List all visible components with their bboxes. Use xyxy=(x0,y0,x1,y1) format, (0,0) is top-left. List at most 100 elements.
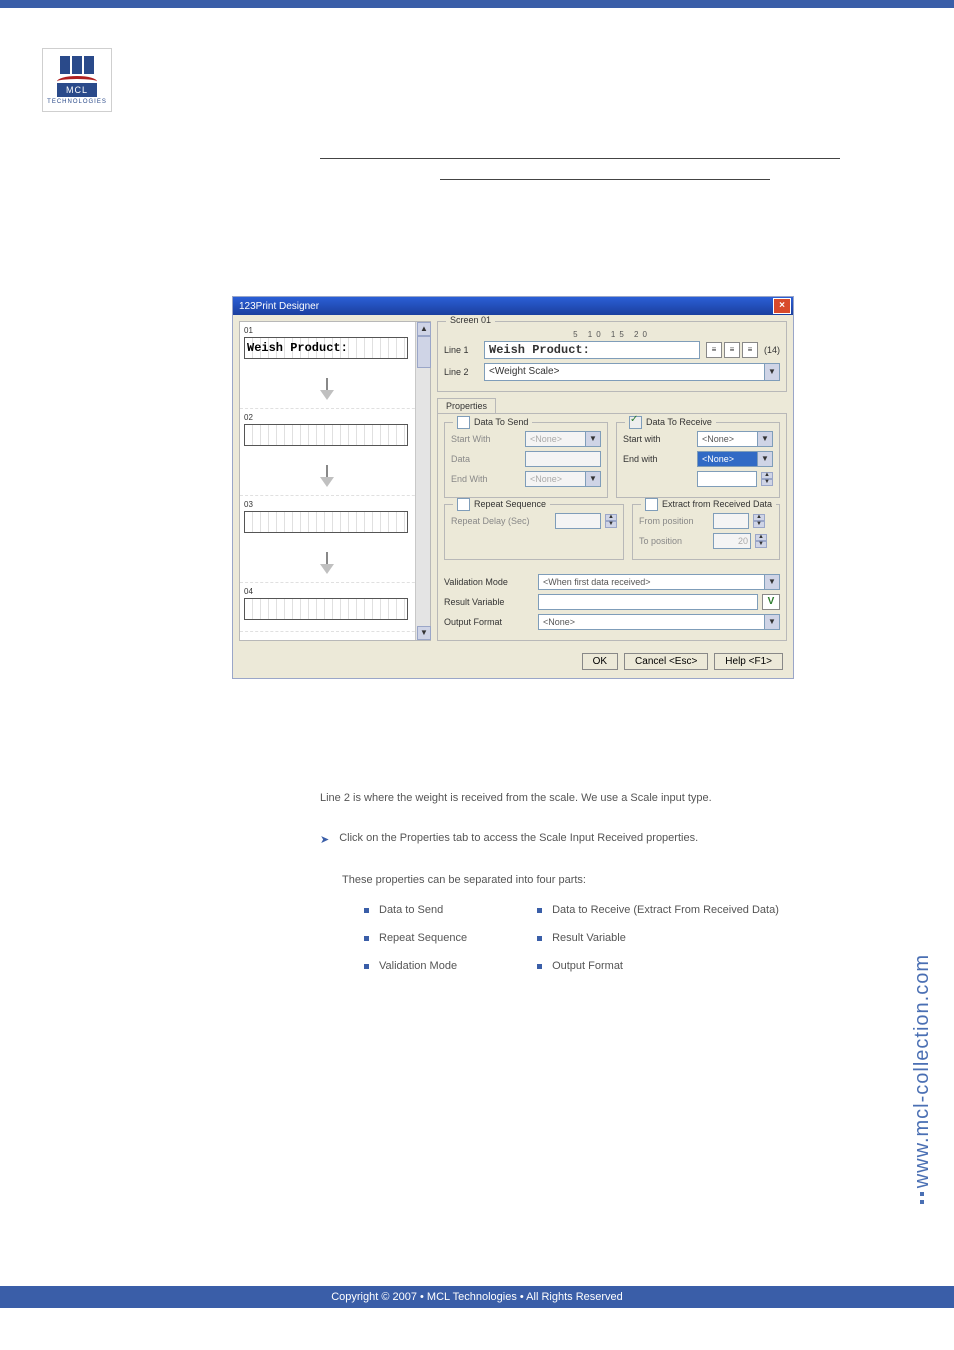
align-center-icon[interactable]: ≡ xyxy=(724,342,740,358)
screen-preview-text xyxy=(244,424,408,446)
side-url-text: www.mcl-collection.com xyxy=(911,954,934,1188)
divider-line-1 xyxy=(320,158,840,159)
from-pos-spinner: ▲▼ xyxy=(753,514,765,528)
scroll-thumb[interactable] xyxy=(417,336,431,368)
repeat-checkbox[interactable] xyxy=(457,498,470,511)
bullet-columns: Data to Send Repeat Sequence Validation … xyxy=(364,904,850,988)
window-titlebar: 123Print Designer × xyxy=(233,297,793,315)
close-icon[interactable]: × xyxy=(773,298,791,314)
align-right-icon[interactable]: ≡ xyxy=(742,342,758,358)
chevron-down-icon: ▼ xyxy=(764,575,779,589)
recv-end-label: End with xyxy=(623,454,693,464)
bullet-label: Data to Send xyxy=(379,904,443,916)
repeat-delay-input xyxy=(555,513,601,529)
validation-mode-dropdown[interactable]: <When first data received>▼ xyxy=(538,574,780,590)
send-start-dropdown: <None>▼ xyxy=(525,431,601,447)
extract-title: Extract from Received Data xyxy=(641,498,776,511)
body-text-2a: Click on the Properties tab to access th… xyxy=(339,832,698,844)
recv-extra-input[interactable] xyxy=(697,471,757,487)
from-pos-label: From position xyxy=(639,516,709,526)
recv-end-dropdown[interactable]: <None>▼ xyxy=(697,451,773,467)
logo-bars xyxy=(60,56,94,74)
to-pos-spinner: ▲▼ xyxy=(755,534,767,548)
recv-title: Data To Receive xyxy=(625,416,716,429)
scroll-up-icon[interactable]: ▲ xyxy=(417,322,431,336)
tab-properties[interactable]: Properties xyxy=(437,398,496,413)
flow-arrow-icon xyxy=(320,465,334,489)
to-pos-label: To position xyxy=(639,536,709,546)
recv-spinner[interactable]: ▲▼ xyxy=(761,472,773,486)
send-receive-row: Data To Send Start With<None>▼ Data End … xyxy=(444,422,780,504)
align-icons: ≡ ≡ ≡ (14) xyxy=(706,342,780,358)
recv-start-dropdown[interactable]: <None>▼ xyxy=(697,431,773,447)
output-format-label: Output Format xyxy=(444,617,534,627)
screens-list: 01 Weish Product: 02 03 xyxy=(239,321,431,641)
logo-sub-text: TECHNOLOGIES xyxy=(47,99,107,105)
screen-block-03[interactable]: 03 xyxy=(240,496,430,583)
screen-number: 03 xyxy=(244,500,412,509)
flow-arrow-icon xyxy=(320,552,334,576)
mcl-logo: MCL TECHNOLOGIES xyxy=(42,48,112,112)
extract-group: Extract from Received Data From position… xyxy=(632,504,780,560)
char-count: (14) xyxy=(764,345,780,355)
result-variable-input[interactable] xyxy=(538,594,758,610)
scroll-down-icon[interactable]: ▼ xyxy=(417,626,431,640)
screen-group: Screen 01 5 10 15 20 Line 1 Weish Produc… xyxy=(437,321,787,392)
screen-number: 01 xyxy=(244,326,412,335)
bullet-icon xyxy=(364,908,369,913)
chevron-down-icon: ▼ xyxy=(585,432,600,446)
output-format-dropdown[interactable]: <None>▼ xyxy=(538,614,780,630)
repeat-extract-row: Repeat Sequence Repeat Delay (Sec)▲▼ Ext… xyxy=(444,504,780,566)
screen-block-04[interactable]: 04 xyxy=(240,583,430,632)
data-to-send-group: Data To Send Start With<None>▼ Data End … xyxy=(444,422,608,498)
repeat-delay-label: Repeat Delay (Sec) xyxy=(451,516,551,526)
cancel-button[interactable]: Cancel <Esc> xyxy=(624,653,708,670)
bullet-icon xyxy=(364,964,369,969)
screen-preview-text: Weish Product: xyxy=(244,337,408,359)
to-pos-input: 20 xyxy=(713,533,751,549)
align-left-icon[interactable]: ≡ xyxy=(706,342,722,358)
from-pos-input xyxy=(713,513,749,529)
recv-start-label: Start with xyxy=(623,434,693,444)
send-data-label: Data xyxy=(451,454,521,464)
ok-button[interactable]: OK xyxy=(582,653,618,670)
extract-checkbox[interactable] xyxy=(645,498,658,511)
bullet-icon xyxy=(537,936,542,941)
line2-value: <Weight Scale> xyxy=(489,366,559,377)
footer-text: Copyright © 2007 • MCL Technologies • Al… xyxy=(331,1291,623,1303)
window-footer: OK Cancel <Esc> Help <F1> xyxy=(233,647,793,678)
flow-arrow-icon xyxy=(320,378,334,402)
data-to-receive-group: Data To Receive Start with<None>▼ End wi… xyxy=(616,422,780,498)
screen-block-01[interactable]: 01 Weish Product: xyxy=(240,322,430,409)
line1-input[interactable]: Weish Product: xyxy=(484,341,700,359)
bottom-fields: Validation Mode<When first data received… xyxy=(444,574,780,630)
chevron-down-icon: ▼ xyxy=(764,615,779,629)
window-title: 123Print Designer xyxy=(239,301,319,312)
help-button[interactable]: Help <F1> xyxy=(714,653,783,670)
tabs: Properties xyxy=(437,398,787,413)
send-checkbox[interactable] xyxy=(457,416,470,429)
bullet-label: Output Format xyxy=(552,960,623,972)
line1-row: Line 1 Weish Product: ≡ ≡ ≡ (14) xyxy=(444,341,780,359)
divider-line-2 xyxy=(440,179,770,180)
bullet-col-right: Data to Receive (Extract From Received D… xyxy=(537,904,779,988)
body-text-1: Line 2 is where the weight is received f… xyxy=(320,792,712,804)
side-url-dots-icon xyxy=(920,1192,930,1208)
chevron-down-icon: ▼ xyxy=(757,452,772,466)
recv-checkbox xyxy=(629,416,642,429)
header-lines xyxy=(320,158,850,180)
chevron-down-icon: ▼ xyxy=(757,432,772,446)
bullet-icon xyxy=(364,936,369,941)
properties-panel: Screen 01 5 10 15 20 Line 1 Weish Produc… xyxy=(437,321,787,641)
tab-body: Data To Send Start With<None>▼ Data End … xyxy=(437,413,787,641)
screen-preview-text xyxy=(244,598,408,620)
line2-dropdown[interactable]: <Weight Scale> ▼ xyxy=(484,363,780,381)
footer-bar: Copyright © 2007 • MCL Technologies • Al… xyxy=(0,1286,954,1308)
repeat-title: Repeat Sequence xyxy=(453,498,550,511)
post-row-1: Line 2 is where the weight is received f… xyxy=(320,792,850,804)
scrollbar[interactable]: ▲ ▼ xyxy=(415,322,430,640)
top-bar xyxy=(0,0,954,8)
page: MCL TECHNOLOGIES 123Print Designer × 01 … xyxy=(0,8,954,1308)
variable-picker-button[interactable]: V xyxy=(762,594,780,610)
screen-block-02[interactable]: 02 xyxy=(240,409,430,496)
